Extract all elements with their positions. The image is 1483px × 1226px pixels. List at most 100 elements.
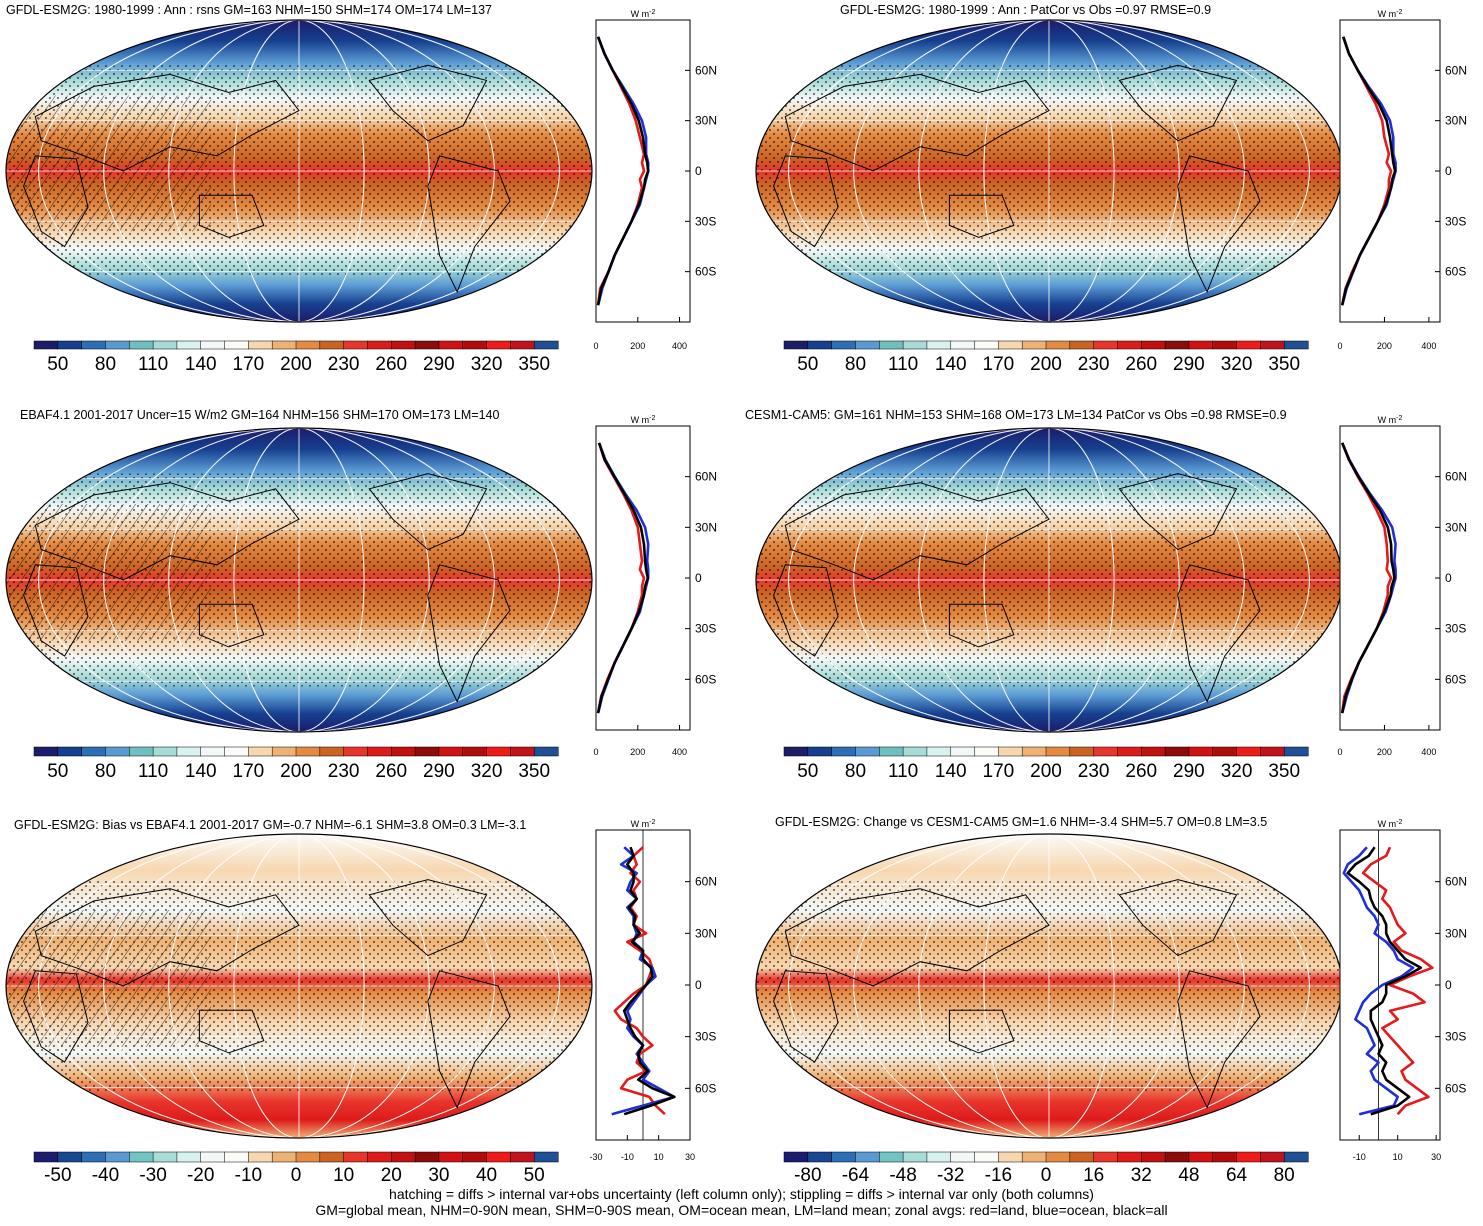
footer-line-1: hatching = diffs > internal var+obs unce… [389, 1186, 1094, 1202]
panel-3-title: EBAF4.1 2001-2017 Uncer=15 W/m2 GM=164 N… [20, 408, 499, 422]
colorbar-label: 110 [888, 761, 918, 782]
colorbar-swatch [1188, 1151, 1214, 1163]
colorbar-swatch [1188, 746, 1214, 757]
colorbar-label: 350 [1268, 761, 1300, 782]
colorbar-swatch [1260, 746, 1285, 757]
colorbar-label: -40 [92, 1165, 119, 1186]
colorbar-swatch [438, 746, 464, 757]
colorbar-swatch [176, 340, 202, 350]
colorbar-swatch [902, 1151, 928, 1163]
colorbar-label: 350 [1268, 354, 1300, 375]
colorbar-swatch [831, 340, 857, 350]
colorbar-swatch [57, 1151, 83, 1163]
colorbar-label: 80 [95, 354, 116, 375]
colorbar-swatch [1045, 1151, 1071, 1163]
zonal-unit-label: W m-2 [631, 9, 656, 19]
colorbar-swatch [1093, 1151, 1119, 1163]
lat-tick-label: 30N [695, 114, 717, 128]
zonal-unit-label: W m-2 [1378, 819, 1403, 829]
lat-tick-label: 30N [1445, 520, 1467, 534]
colorbar-swatch [1164, 340, 1190, 350]
colorbar-swatch [152, 1151, 178, 1163]
colorbar-swatch [1141, 1151, 1166, 1163]
panel-4-title: CESM1-CAM5: GM=161 NHM=153 SHM=168 OM=17… [745, 408, 1287, 422]
colorbar-label: 200 [280, 354, 312, 375]
colorbar-swatch [1093, 340, 1119, 350]
colorbar-swatch [343, 746, 369, 757]
colorbar-5: -50 -40 -30 -20 -10 0 10 20 30 40 50 [33, 1151, 559, 1186]
lat-tick-label: 60N [695, 63, 717, 77]
colorbar-swatch [1236, 746, 1261, 757]
map-3 [6, 428, 592, 732]
colorbar-label: 200 [280, 761, 312, 782]
colorbar-swatch [129, 340, 154, 350]
colorbar-label: 140 [935, 354, 967, 375]
colorbar-label: 64 [1226, 1165, 1248, 1186]
lat-tick-label: 60N [695, 875, 717, 889]
colorbar-swatch [1283, 1151, 1309, 1163]
colorbar-label: 170 [983, 354, 1015, 375]
panel-6-title: GFDL-ESM2G: Change vs CESM1-CAM5 GM=1.6 … [775, 815, 1267, 829]
lat-tick-label: 60S [1445, 672, 1466, 686]
colorbar-swatch [248, 1151, 273, 1163]
coastline [427, 564, 511, 703]
lat-tick-label: 0 [1445, 164, 1452, 178]
colorbar-label: 260 [375, 354, 407, 375]
colorbar-swatch [414, 746, 440, 757]
colorbar-swatch [1188, 340, 1214, 350]
colorbar-swatch [295, 1151, 321, 1163]
coastline [1118, 473, 1238, 551]
x-tick-label: 10 [654, 1152, 664, 1162]
colorbar-swatch [367, 340, 392, 350]
colorbar-swatch [414, 340, 440, 350]
colorbar-label: 170 [983, 761, 1015, 782]
coastline [784, 73, 1050, 172]
colorbar-label: 50 [47, 354, 68, 375]
colorbar-swatch [533, 746, 559, 757]
colorbar-swatch [200, 1151, 226, 1163]
x-tick-label: 200 [630, 341, 645, 351]
colorbar-label: 140 [185, 761, 217, 782]
colorbar-swatch [1045, 746, 1071, 757]
x-tick-label: 400 [1421, 341, 1436, 351]
colorbar-swatch [271, 340, 297, 350]
panel-5: -50 -40 -30 -20 -10 0 10 20 30 40 50 W m-2 60N 30N 0 30… [5, 819, 717, 1186]
colorbar-label: 80 [845, 354, 866, 375]
colorbar-swatch [950, 1151, 976, 1163]
colorbar-swatch [998, 1151, 1023, 1163]
x-tick-label: -30 [589, 1152, 602, 1162]
colorbar-swatch [926, 340, 952, 350]
colorbar-swatch [57, 340, 83, 350]
colorbar-swatch [105, 1151, 130, 1163]
colorbar-swatch [1260, 340, 1285, 350]
colorbar-swatch [200, 746, 226, 757]
lat-tick-label: 0 [1445, 571, 1452, 585]
colorbar-swatch [902, 746, 928, 757]
zonal-unit-label: W m-2 [1378, 415, 1403, 425]
lat-tick-label: 30S [1445, 214, 1466, 228]
colorbar-swatch [319, 340, 345, 350]
colorbar-swatch [200, 340, 226, 350]
coastline [948, 194, 1015, 238]
coastline [784, 888, 1050, 987]
colorbar-label: 40 [476, 1165, 497, 1186]
colorbar-swatch [1236, 1151, 1261, 1163]
colorbar-swatch [950, 340, 976, 350]
map-border [5, 427, 593, 733]
colorbar-label: 290 [1173, 761, 1205, 782]
colorbar-label: 260 [1125, 354, 1157, 375]
panel-3: 50 80 110 140 170 200 230 260 290 320 350 W m-2 60N 3… [5, 415, 717, 782]
colorbar-swatch [224, 340, 249, 350]
colorbar-label: 230 [1078, 354, 1110, 375]
lat-tick-label: 0 [1445, 978, 1452, 992]
colorbar-label: 48 [1178, 1165, 1199, 1186]
x-tick-label: 400 [672, 747, 687, 757]
colorbar-swatch [510, 340, 535, 350]
x-tick-label: 0 [593, 747, 598, 757]
colorbar-4: 50 80 110 140 170 200 230 260 290 320 350 [783, 746, 1309, 782]
panel-1: 50 80 110 140 170 200 230 260 290 320 350 W m-2 60N 3… [5, 9, 717, 375]
colorbar-swatch [319, 1151, 345, 1163]
colorbar-swatch [1021, 1151, 1047, 1163]
panel-1-title: GFDL-ESM2G: 1980-1999 : Ann : rsns GM=16… [6, 3, 492, 17]
colorbar-swatch [998, 746, 1023, 757]
